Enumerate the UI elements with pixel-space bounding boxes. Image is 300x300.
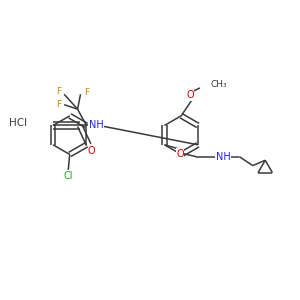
Text: F: F bbox=[56, 100, 61, 109]
Text: CH₃: CH₃ bbox=[210, 80, 227, 89]
Text: O: O bbox=[88, 146, 95, 156]
Text: O: O bbox=[186, 90, 194, 100]
Text: NH: NH bbox=[89, 121, 104, 130]
Text: Cl: Cl bbox=[64, 171, 73, 181]
Text: F: F bbox=[84, 88, 89, 97]
Text: O: O bbox=[176, 149, 184, 159]
Text: NH: NH bbox=[216, 152, 230, 162]
Text: HCl: HCl bbox=[9, 118, 27, 128]
Text: F: F bbox=[56, 87, 61, 96]
